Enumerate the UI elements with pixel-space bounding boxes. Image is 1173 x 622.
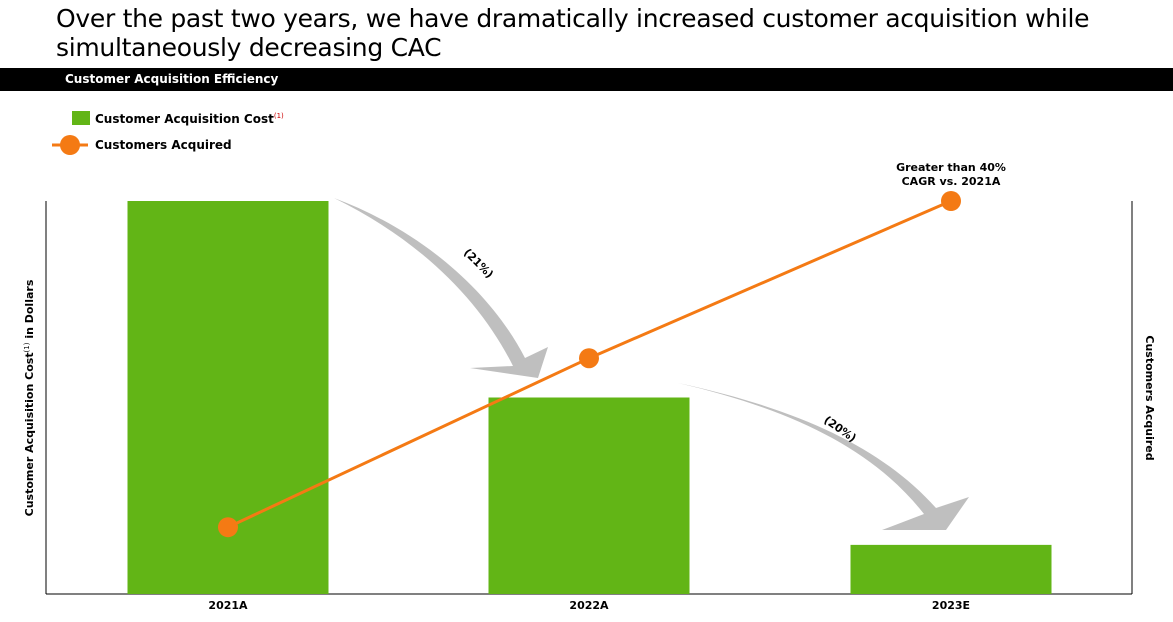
x-tick-label: 2023E (932, 599, 970, 612)
annotation-cagr-1: Greater than 40% (896, 161, 1006, 174)
legend: Customer Acquisition Cost(1) Customers A… (52, 111, 284, 155)
annotation-drop-1: (21%) (461, 246, 496, 281)
legend-marker-swatch (60, 135, 80, 155)
annotation-cagr-2: CAGR vs. 2021A (902, 175, 1001, 188)
x-tick-label: 2022A (569, 599, 609, 612)
section-header: Customer Acquisition Efficiency (0, 68, 1173, 91)
customers-point-2022A (579, 348, 599, 369)
y-axis-title-main: Customer Acquisition Cost (23, 352, 36, 516)
decrease-arrow-1 (334, 198, 548, 378)
bar-2022A (488, 397, 690, 594)
customers-point-2021A (218, 517, 238, 538)
decrease-arrow-2 (678, 383, 969, 530)
section-title: Customer Acquisition Efficiency (65, 72, 279, 86)
bar-2023E (850, 544, 1052, 594)
x-tick-label: 2021A (208, 599, 248, 612)
legend-bar-swatch (72, 111, 90, 125)
legend-cac-label: Customer Acquisition Cost (95, 112, 274, 126)
y-axis-title-suffix: in Dollars (23, 279, 36, 342)
legend-customers-label: Customers Acquired (95, 138, 232, 152)
y2-axis-title: Customers Acquired (1143, 335, 1156, 460)
slide-title: Over the past two years, we have dramati… (56, 4, 1090, 62)
legend-cac-sup: (1) (274, 112, 284, 120)
y-axis-title: Customer Acquisition Cost(1) in Dollars (23, 279, 36, 516)
customers-point-2023E (941, 191, 961, 211)
svg-text:Customer Acquisition Cost(1): Customer Acquisition Cost(1) (95, 112, 284, 126)
y-axis-title-sup: (1) (23, 342, 31, 352)
